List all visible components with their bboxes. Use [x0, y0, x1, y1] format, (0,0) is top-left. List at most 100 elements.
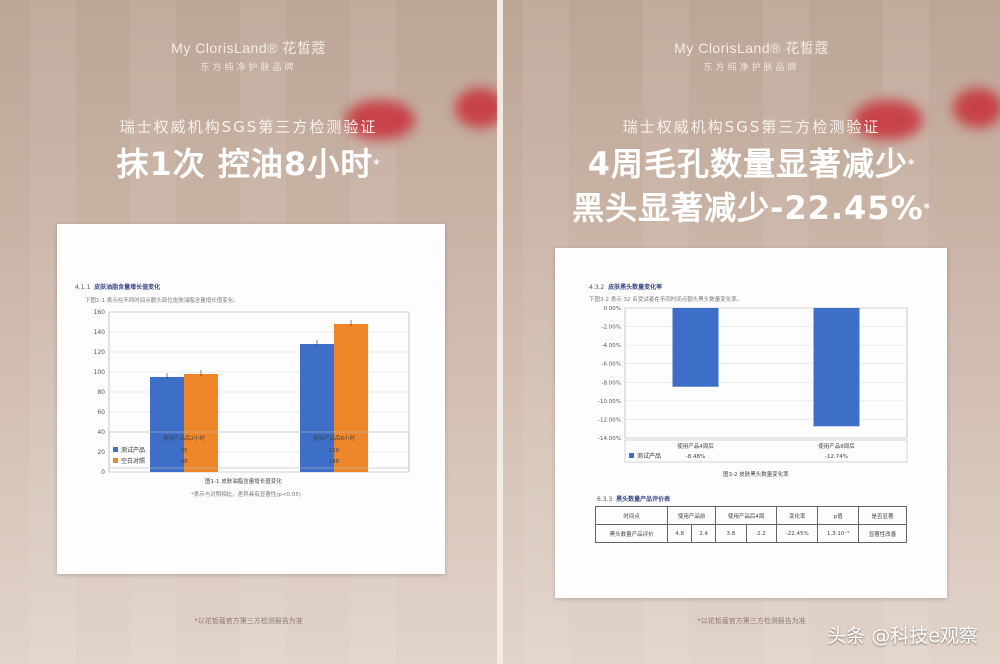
chart-bars	[150, 320, 368, 472]
headline-text: 黑头显著减少-22.45%	[572, 189, 924, 227]
figure-caption: 图3-2 皮肤黑头数量变化率	[723, 472, 789, 478]
table-cell: 2.4	[691, 524, 717, 543]
brand-tagline: 东方纯净护肤品牌	[703, 63, 800, 73]
footnote: *以花皙蔻官方第三方检测报告为准	[194, 617, 303, 625]
brand-name: My ClorisLand® 花皙蔻	[674, 40, 829, 56]
table-cell: 显著性改善	[858, 524, 907, 543]
y-tick-label: 60	[97, 409, 105, 416]
table-cell: 使用产品后4周	[715, 506, 778, 525]
data-table-frame	[624, 439, 908, 463]
figure-caption: 图1-1 皮肤油脂含量增长值变化	[205, 479, 282, 485]
chart-bars	[672, 308, 860, 427]
bar	[150, 377, 184, 472]
y-tick-label: -12.00%	[598, 417, 621, 423]
asterisk: *	[923, 201, 931, 215]
left-poster: My ClorisLand® 花皙蔻 东方纯净护肤品牌 瑞士权威机构SGS第三方…	[0, 0, 497, 664]
legend-label: 空白对照	[121, 457, 145, 465]
table-row: 黑头数量产品评价 4.8 2.4 3.8 2.2 -22.45% 1.3·10⁻…	[594, 524, 907, 543]
table-cell: 1.3·10⁻⁵	[817, 524, 860, 543]
headline-text: 抹1次 控油8小时	[116, 145, 374, 183]
chart-data-table: 使用产品4周后 -8.48% 使用产品8周后 -12.74% 测试产品	[624, 439, 908, 463]
section-title: 皮肤黑头数量变化率	[608, 284, 663, 291]
brand-logo: My ClorisLand® 花皙蔻 东方纯净护肤品牌	[503, 38, 1000, 73]
table-cell: 使用产品前	[667, 506, 717, 525]
table-row: 时间点 使用产品前 使用产品后4周 变化率 p值 是否显著	[594, 506, 907, 525]
figure-note: *表示与对照相比，差异具有显著性(p<0.05)	[191, 492, 301, 498]
data-label: -8.48%	[686, 454, 705, 460]
table-cell: 4.8	[667, 524, 693, 543]
oil-bar-chart: 0 20 40 60 80 100 120 140 160 使用产品后2小时 95 98 使用产品后8…	[94, 309, 410, 476]
section2-title: 黑头数量产品评价表	[616, 496, 671, 503]
bar	[334, 324, 368, 472]
brand-logo: My ClorisLand® 花皙蔻 东方纯净护肤品牌	[0, 38, 497, 73]
footnote: *以花皙蔻官方第三方检测报告为准	[697, 617, 806, 625]
report-page: 4.1.1 皮肤油脂含量增长值变化 下图1-1 表示在不同时间点额头部位皮肤油脂…	[57, 224, 445, 574]
x-tick-label: 使用产品后8小时	[313, 434, 355, 442]
legend-label: 测试产品	[121, 446, 145, 454]
table-cell: 时间点	[594, 506, 669, 525]
red-flower-blur	[853, 100, 923, 140]
table-cell: -22.45%	[776, 524, 819, 543]
section-intro: 下图3-2 表示 32 名受试者在不同时间点额头黑头数量变化率。	[589, 297, 743, 303]
y-tick-label: -6.00%	[602, 362, 621, 368]
table-cell: 变化率	[776, 506, 819, 525]
y-tick-label: 0	[101, 469, 105, 476]
headline-line-2: 黑头显著减少-22.45%*	[503, 186, 1000, 230]
report-page: 4.3.2 皮肤黑头数量变化率 下图3-2 表示 32 名受试者在不同时间点额头…	[555, 248, 947, 598]
table-cell: 3.8	[715, 524, 747, 543]
asterisk: *	[373, 157, 381, 171]
red-flower-blur	[953, 88, 1000, 128]
bar	[813, 308, 860, 427]
chart-frame	[624, 307, 908, 439]
data-label: -12.74%	[825, 454, 848, 460]
evaluation-table: 时间点 使用产品前 使用产品后4周 变化率 p值 是否显著 黑头数量产品评价 4…	[594, 506, 907, 543]
y-tick-label: 160	[94, 309, 106, 316]
y-tick-label: -10.00%	[598, 399, 621, 405]
y-tick-label: -8.00%	[602, 380, 621, 386]
table-cell: p值	[817, 506, 860, 525]
blackhead-bar-chart: 0.00% -2.00% -4.00% -6.00% -8.00% -10.00% -12.…	[598, 306, 908, 463]
bar	[672, 308, 719, 387]
data-label: 98	[181, 459, 188, 465]
legend-swatch	[629, 453, 634, 458]
data-label: 95	[181, 448, 188, 454]
y-tick-label: 40	[97, 429, 105, 436]
sgs-caption: 瑞士权威机构SGS第三方检测验证	[119, 118, 378, 136]
table-cell: 黑头数量产品评价	[594, 524, 669, 543]
bar	[300, 344, 334, 472]
x-tick-label: 使用产品4周后	[677, 442, 714, 450]
data-table-frame	[108, 431, 410, 469]
bar	[184, 374, 218, 472]
legend-swatch	[113, 458, 118, 463]
source-watermark: 头条 @科技e观察	[827, 625, 978, 647]
y-tick-label: -4.00%	[602, 343, 621, 349]
section-number: 4.1.1	[75, 284, 91, 291]
red-flower-blur	[455, 88, 497, 128]
x-tick-label: 使用产品8周后	[818, 442, 855, 450]
section2-number: 6.3.3	[597, 496, 613, 503]
y-tick-label: 20	[97, 449, 105, 456]
right-poster: My ClorisLand® 花皙蔻 东方纯净护肤品牌 瑞士权威机构SGS第三方…	[503, 0, 1000, 664]
data-label: 148	[329, 459, 340, 465]
data-label: 128	[329, 448, 340, 454]
headline-text: 4周毛孔数量显著减少	[587, 145, 908, 183]
divider	[497, 0, 503, 664]
sgs-caption: 瑞士权威机构SGS第三方检测验证	[622, 118, 881, 136]
legend-label: 测试产品	[637, 452, 661, 460]
x-tick-label: 使用产品后2小时	[163, 434, 205, 442]
y-tick-label: 80	[97, 389, 105, 396]
table-cell: 2.2	[745, 524, 778, 543]
legend-swatch	[113, 447, 118, 452]
y-tick-label: -14.00%	[598, 436, 621, 442]
chart-grid: 0.00% -2.00% -4.00% -6.00% -8.00% -10.00% -12.…	[598, 306, 907, 442]
y-tick-label: -2.00%	[602, 325, 621, 331]
y-tick-label: 0.00%	[604, 306, 621, 312]
section-number: 4.3.2	[589, 284, 605, 291]
y-tick-label: 120	[94, 349, 106, 356]
table-cell: 是否显著	[858, 506, 907, 525]
y-tick-label: 140	[94, 329, 106, 336]
section-intro: 下图1-1 表示在不同时间点额头部位皮肤油脂含量增长值变化。	[85, 298, 239, 304]
y-tick-label: 100	[94, 369, 106, 376]
